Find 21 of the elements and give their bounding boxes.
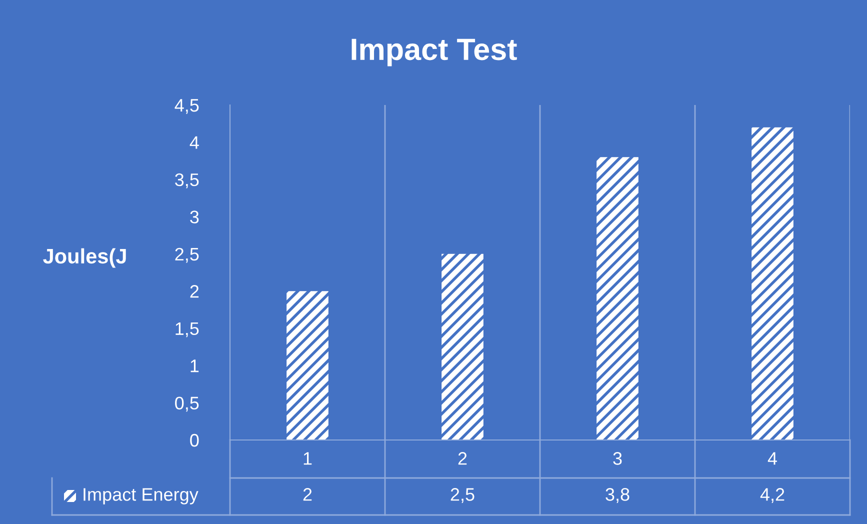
chart-title: Impact Test <box>352 38 517 66</box>
y-tick-label: 4,5 <box>174 99 199 114</box>
y-tick-label: 0 <box>190 434 199 447</box>
y-axis-title: Joules(J <box>43 248 126 268</box>
data-label: 3,8 <box>606 488 630 503</box>
x-tick-label: 2 <box>458 452 467 465</box>
y-tick-label: 2,5 <box>175 248 199 263</box>
y-tick-label: 1,5 <box>176 322 199 338</box>
data-label: 4,2 <box>760 488 784 503</box>
legend-label: Impact Energy <box>84 488 198 504</box>
x-tick-label: 4 <box>768 452 777 465</box>
y-tick-label: 4 <box>190 136 199 149</box>
y-tick-label: 2 <box>190 285 199 298</box>
data-label: 2 <box>303 488 312 501</box>
y-tick-label: 0,5 <box>175 396 199 412</box>
y-tick-label: 1 <box>190 360 199 372</box>
y-tick-label: 3 <box>190 210 199 224</box>
y-tick-label: 3,5 <box>175 173 199 188</box>
x-tick-label: 1 <box>304 452 312 465</box>
x-tick-label: 3 <box>613 452 622 465</box>
data-label: 2,5 <box>450 488 474 503</box>
